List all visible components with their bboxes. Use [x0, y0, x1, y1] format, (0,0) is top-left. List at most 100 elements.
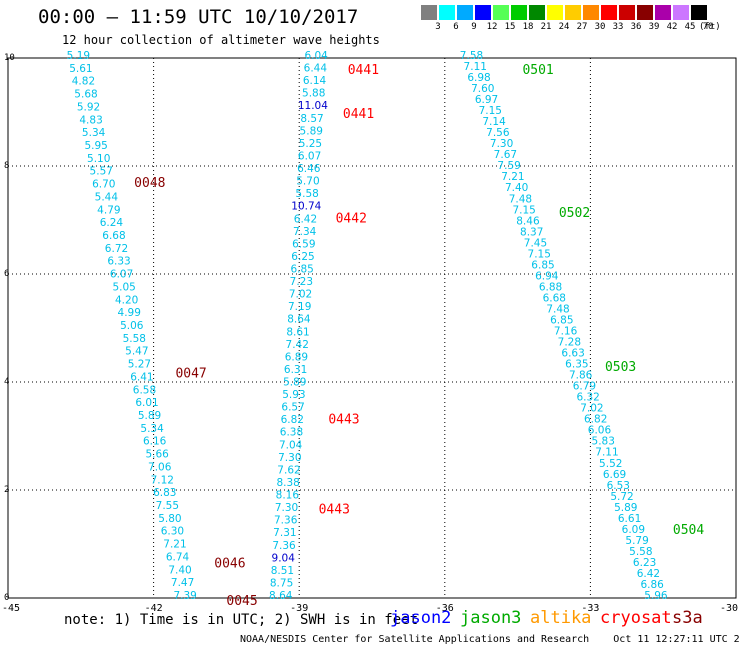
color-bin-30 [583, 5, 599, 20]
wave-height-value: 6.58 [133, 384, 156, 396]
wave-height-value: 7.15 [512, 204, 535, 216]
wave-height-value: 5.34 [82, 127, 106, 139]
wave-height-value: 7.39 [173, 590, 196, 602]
wave-height-value: 6.31 [284, 364, 307, 376]
wave-height-value: 5.79 [625, 535, 648, 547]
wave-height-value: 6.09 [622, 524, 645, 536]
wave-height-value: 6.61 [618, 513, 641, 525]
wave-height-value: 5.44 [95, 191, 119, 203]
wave-height-value: 7.21 [163, 539, 186, 551]
wave-height-value: 7.11 [464, 61, 487, 73]
wave-height-value: 7.34 [293, 226, 317, 238]
color-bin-label: 42 [666, 22, 678, 32]
color-bin-24 [547, 5, 563, 20]
color-bin-36 [619, 5, 635, 20]
wave-height-value: 5.92 [77, 101, 100, 113]
wave-height-value: 5.72 [610, 491, 633, 503]
wave-height-value: 4.82 [72, 76, 95, 88]
wave-height-value: 6.79 [573, 381, 596, 393]
wave-height-value: 7.40 [505, 182, 528, 194]
wave-height-value: 7.21 [501, 171, 524, 183]
x-tick-label: -30 [720, 603, 738, 614]
wave-height-value: 6.57 [281, 402, 304, 414]
wave-height-value: 8.51 [271, 565, 294, 577]
wave-height-value: 4.99 [118, 307, 141, 319]
legend-s3a: s3a [672, 608, 703, 628]
wave-height-value: 7.15 [479, 105, 502, 117]
wave-height-value: 7.42 [286, 339, 309, 351]
wave-height-value: 8.64 [287, 314, 311, 326]
color-bin-label: 27 [576, 22, 588, 32]
wave-height-value: 6.85 [531, 259, 554, 271]
wave-height-value: 5.89 [283, 377, 306, 389]
color-bin-label: 18 [522, 22, 534, 32]
wave-height-value: 7.62 [277, 464, 300, 476]
color-bin-12 [475, 5, 491, 20]
pass-label: 0443 [319, 502, 350, 517]
wave-height-value: 6.30 [161, 526, 184, 538]
wave-height-value: 5.95 [84, 140, 107, 152]
y-tick-label: 2 [4, 485, 9, 495]
wave-height-value: 7.56 [486, 127, 510, 139]
wave-height-value: 6.59 [292, 238, 315, 250]
wave-height-value: 6.23 [633, 557, 656, 569]
pass-label: 0046 [214, 556, 245, 571]
wave-height-value: 8.57 [300, 113, 323, 125]
wave-height-value: 5.88 [302, 88, 325, 100]
y-tick-label: 6 [4, 269, 9, 279]
wave-height-value: 6.82 [281, 414, 304, 426]
wave-height-value: 6.42 [294, 213, 317, 225]
wave-height-value: 7.30 [275, 502, 298, 514]
wave-height-value: 8.37 [520, 226, 543, 238]
wave-height-value: 11.04 [298, 100, 328, 112]
y-tick-label: 8 [4, 161, 9, 171]
wave-height-value: 6.85 [550, 314, 573, 326]
wave-height-value: 7.86 [569, 370, 593, 382]
wave-height-value: 7.36 [274, 515, 298, 527]
wave-height-value: 7.45 [524, 237, 547, 249]
wave-height-value: 7.40 [168, 564, 191, 576]
wave-height-value: 10.74 [291, 201, 321, 213]
wave-height-value: 6.46 [297, 163, 321, 175]
wave-height-value: 7.60 [471, 83, 494, 95]
wave-height-value: 7.48 [546, 303, 569, 315]
wave-height-value: 7.30 [490, 138, 513, 150]
wave-height-value: 5.34 [140, 423, 164, 435]
wave-height-value: 7.02 [289, 289, 312, 301]
pass-label: 0502 [559, 206, 590, 221]
wave-height-value: 5.68 [74, 89, 97, 101]
color-bin-3 [421, 5, 437, 20]
legend-jason2: jason2 [390, 608, 452, 628]
wave-height-value: 5.70 [296, 176, 319, 188]
wave-height-value: 7.30 [278, 452, 301, 464]
x-tick-label: -42 [145, 603, 163, 614]
wave-height-value: 5.96 [644, 590, 668, 602]
color-bin-21 [529, 5, 545, 20]
wave-height-value: 5.58 [629, 546, 652, 558]
color-bin-label: 30 [594, 22, 606, 32]
wave-height-value: 6.86 [640, 579, 664, 591]
plot-frame [7, 57, 737, 599]
legend-cryosat: cryosat [600, 608, 672, 628]
pass-label: 0047 [175, 366, 206, 381]
wave-height-value: 6.42 [637, 568, 660, 580]
wave-height-value: 8.61 [286, 326, 309, 338]
wave-height-value: 7.06 [148, 461, 172, 473]
color-bin-70 [691, 5, 707, 20]
pass-label: 0503 [605, 360, 636, 375]
wave-height-value: 5.05 [112, 281, 135, 293]
wave-height-value: 6.88 [539, 281, 562, 293]
pass-label: 0048 [134, 176, 165, 191]
wave-height-value: 8.64 [269, 590, 293, 602]
wave-height-value: 6.44 [304, 63, 328, 75]
wave-height-value: 6.72 [105, 243, 128, 255]
wave-height-value: 6.94 [535, 270, 559, 282]
wave-height-value: 5.10 [87, 153, 110, 165]
color-bin-label: 70 [702, 22, 714, 32]
wave-height-value: 7.19 [288, 301, 311, 313]
wave-height-value: 6.97 [475, 94, 498, 106]
wave-height-value: 5.58 [295, 188, 318, 200]
wave-height-value: 7.04 [279, 439, 303, 451]
wave-height-value: 8.16 [276, 490, 300, 502]
